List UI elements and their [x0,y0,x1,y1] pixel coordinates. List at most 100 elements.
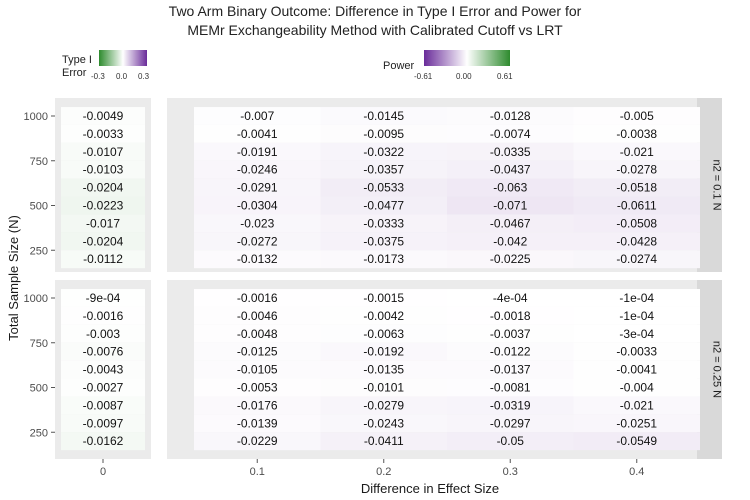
power-cell [320,324,447,343]
power-cell-label: -0.0375 [363,234,404,248]
power-cell-label: -0.0357 [363,163,404,177]
power-cell [194,196,321,215]
type1-legend-tick-low: -0.3 [91,72,105,81]
power-cell [447,142,574,161]
power-cell-label: -0.0095 [363,127,404,141]
power-cell-label: -0.0304 [237,199,278,213]
power-cell [194,324,321,343]
power-cell [447,432,574,451]
power-cell [194,342,321,361]
power-cell-label: -0.0137 [490,363,531,377]
y-tick-label: 750 [30,338,48,350]
x-tick-label: 0.4 [629,466,644,478]
power-legend-tick-mid: 0.00 [456,72,472,81]
power-cell-label: -0.0508 [616,216,657,230]
type1-cell-label: -0.0107 [83,145,124,159]
power-cell-label: -0.0411 [364,434,404,448]
power-cell-label: -0.0135 [363,363,404,377]
type1-cell [61,214,145,233]
power-cell-label: -0.0037 [490,327,531,341]
power-cell-label: -0.0192 [363,345,404,359]
type1-cell [61,289,145,307]
x-tick-label: 0.2 [376,466,391,478]
power-cell [320,250,447,269]
type1-cell-label: -0.0049 [83,109,124,123]
power-cell [447,250,574,269]
power-cell [447,196,574,215]
type1-cell [61,378,145,397]
power-cell [194,178,321,197]
x-tick-label: 0 [100,466,106,478]
power-cell [194,396,321,415]
type1-cell-label: -0.0112 [83,252,123,266]
power-cell [320,414,447,433]
panel-2: n2 = 0.25 N -9e-04 -0.0016 -0.003 -0.0076 -0.… [24,280,723,459]
power-cell [194,160,321,179]
power-cell-label: -0.0225 [490,252,531,266]
power-cell-label: -0.0278 [616,163,657,177]
power-cell-label: -0.0176 [237,398,278,412]
type1-cell [61,306,145,325]
power-cell [194,432,321,451]
power-cell-label: -0.0333 [363,216,404,230]
power-cell-label: -0.0319 [490,398,531,412]
power-cell [320,178,447,197]
power-cell [573,396,700,415]
power-cell [573,378,700,397]
power-cell-label: -0.0042 [363,309,404,323]
power-cell [447,324,574,343]
power-cell-label: -0.0191 [237,145,278,159]
power-cell-label: -0.0081 [490,381,531,395]
power-cell-label: -0.0246 [237,163,278,177]
power-cell-label: -0.0297 [490,416,531,430]
y-tick-label: 500 [30,383,48,395]
y-tick-label: 500 [30,201,48,213]
y-tick-label: 250 [30,427,48,439]
power-cell [320,196,447,215]
power-cell-label: -0.0477 [363,199,404,213]
power-cell-label: -0.0279 [363,398,404,412]
power-cell [194,360,321,379]
power-cell-label: -0.0272 [237,234,278,248]
facet-strip [697,280,722,459]
power-cell [447,414,574,433]
type1-cell-label: -0.0027 [83,381,124,395]
x-tick-label: 0.3 [503,466,518,478]
type1-legend-title-line-2: Error [62,67,87,79]
power-cell [447,232,574,251]
power-cell-label: -0.0122 [490,345,531,359]
type1-cell [61,160,145,179]
power-cell-label: -0.042 [493,234,527,248]
power-cell [194,124,321,143]
power-cell-label: -0.023 [240,216,274,230]
power-cell [447,360,574,379]
power-cell [320,214,447,233]
type1-cell-label: -0.0076 [83,345,124,359]
type1-cell-label: -0.017 [86,216,120,230]
power-cell-label: -0.063 [493,181,527,195]
type1-cell-label: -9e-04 [86,291,121,305]
type1-cell [61,232,145,251]
power-cell-label: -0.0145 [363,109,404,123]
power-cell-label: -0.0074 [490,127,531,141]
power-cell [573,124,700,143]
power-cell-label: -1e-04 [619,291,654,305]
facet-strip [697,98,722,272]
power-cell [573,232,700,251]
power-cell [320,232,447,251]
chart-title-line-2: MEMr Exchangeability Method with Calibra… [187,22,563,38]
power-cell [194,306,321,325]
power-cell [573,214,700,233]
power-cell [194,414,321,433]
type1-cell [61,107,145,125]
power-cell-label: -0.0015 [363,291,404,305]
panel-1: n2 = 0.1 N -0.0049 -0.0033 -0.0107 -0.0103 -0… [24,98,723,272]
type1-cell-label: -0.0162 [83,434,124,448]
type1-cell [61,250,145,269]
power-cell [320,306,447,325]
power-cell [194,250,321,269]
power-cell-label: -0.0016 [237,291,278,305]
type1-cell-label: -0.0043 [83,363,124,377]
type1-cell-label: -0.0016 [83,309,124,323]
type1-legend-tick-high: 0.3 [138,72,150,81]
